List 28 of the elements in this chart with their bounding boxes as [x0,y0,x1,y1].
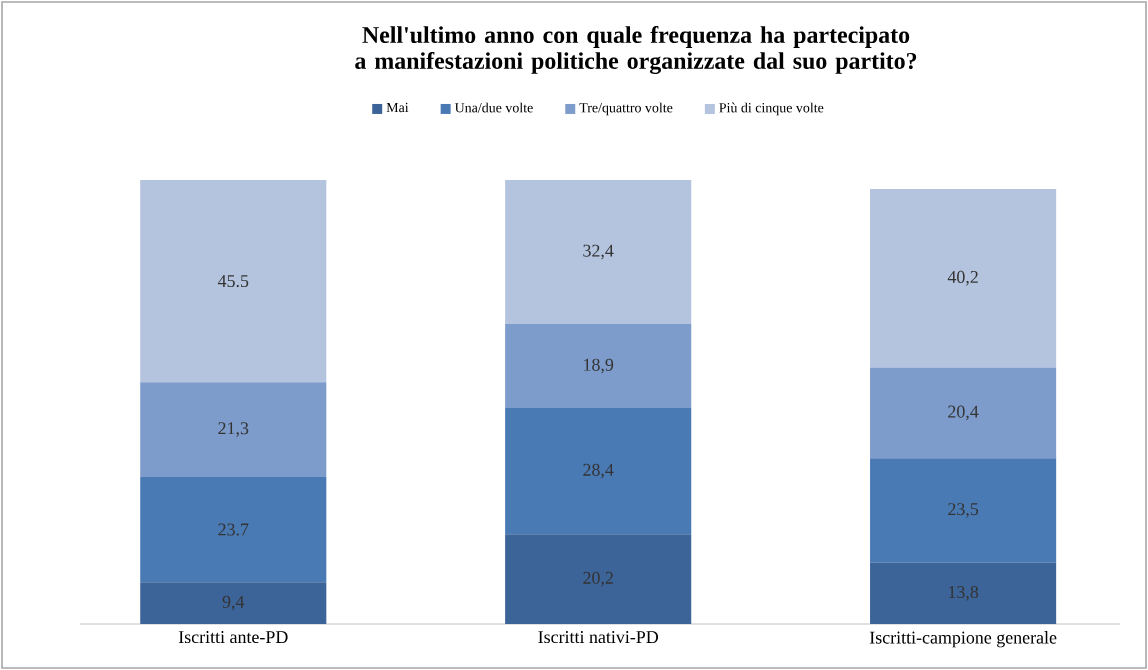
x-tick-label: Iscritti ante-PD [178,631,288,644]
data-label: 21,3 [218,422,249,437]
data-label: 20,2 [583,571,613,587]
data-label: 20,4 [948,405,979,421]
x-tick-label: Iscritti nativi-PD [538,631,659,644]
data-label: 23.7 [218,523,249,536]
bar [870,458,1057,563]
data-label: 32,4 [583,244,614,260]
bar [505,324,692,408]
bar [870,562,1057,624]
chart-title: Nell'ultimo anno con quale frequenza ha partecipato a manifestazioni politiche organizzate dal suo partito? [355,25,917,74]
data-label: 45.5 [217,275,249,288]
x-tick-label: Iscritti-campione generale [869,631,1057,648]
bar [140,582,327,624]
data-label: 13,8 [948,585,979,601]
bar [505,180,692,324]
data-label: 23,5 [948,503,979,518]
bar [140,180,327,383]
data-label: 40,2 [947,270,978,286]
data-label: 9,4 [222,595,245,611]
bar [505,534,692,624]
bar [870,367,1057,459]
bar [140,476,327,583]
bar [870,188,1057,368]
data-label: 18,9 [584,358,614,374]
data-label: 28,4 [583,463,614,479]
bar [140,382,327,477]
bar [505,408,692,535]
